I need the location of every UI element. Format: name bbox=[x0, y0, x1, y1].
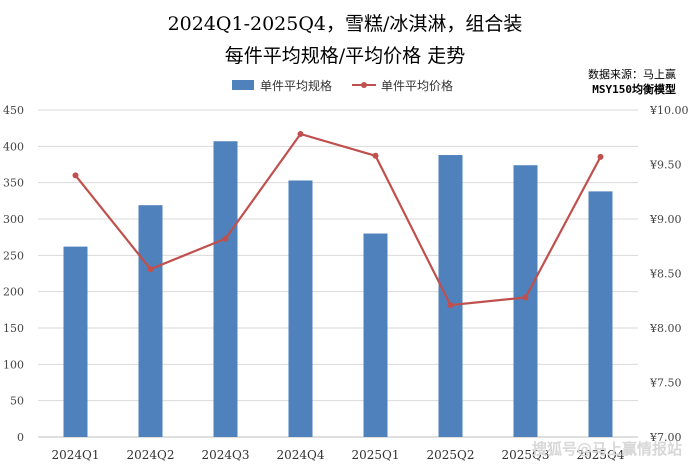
bar bbox=[138, 205, 163, 437]
y-left-tick-label: 0 bbox=[17, 431, 24, 444]
source-note: 数据来源：马上赢 bbox=[588, 68, 676, 81]
price-point bbox=[597, 153, 604, 160]
legend-swatch-bar bbox=[232, 80, 254, 90]
y-left-tick-label: 300 bbox=[3, 213, 24, 226]
y-right-tick-label: ¥9.50 bbox=[649, 159, 682, 172]
price-point bbox=[222, 235, 229, 242]
model-note: MSY150均衡模型 bbox=[592, 83, 676, 96]
x-tick-label: 2025Q3 bbox=[501, 448, 549, 462]
y-right-tick-label: ¥7.50 bbox=[649, 377, 682, 390]
price-point bbox=[72, 172, 79, 179]
x-tick-label: 2024Q2 bbox=[126, 448, 174, 462]
bar bbox=[63, 246, 88, 437]
price-line bbox=[74, 132, 602, 307]
bar bbox=[438, 155, 463, 437]
price-point bbox=[447, 302, 454, 309]
price-point bbox=[297, 130, 304, 137]
legend-label-bar: 单件平均规格 bbox=[260, 78, 332, 93]
y-left-tick-label: 350 bbox=[3, 177, 24, 190]
y-left-tick-label: 50 bbox=[10, 395, 24, 408]
y-left-tick-label: 400 bbox=[3, 140, 24, 153]
legend-label-line: 单件平均价格 bbox=[381, 78, 453, 93]
bar bbox=[288, 180, 313, 437]
chart-title: 2024Q1-2025Q4，雪糕/冰淇淋，组合装 bbox=[167, 13, 523, 35]
price-point bbox=[147, 266, 154, 273]
x-tick-label: 2025Q4 bbox=[576, 448, 624, 462]
chart-subtitle: 每件平均规格/平均价格 走势 bbox=[224, 45, 466, 67]
bar bbox=[513, 165, 538, 437]
y-right-tick-label: ¥7.00 bbox=[649, 431, 682, 444]
y-left-tick-label: 250 bbox=[3, 249, 24, 262]
y-left-tick-label: 150 bbox=[3, 322, 24, 335]
price-point bbox=[372, 152, 379, 159]
y-right-tick-label: ¥9.00 bbox=[649, 213, 682, 226]
watermark: 搜狐号@马上赢情报站 bbox=[531, 440, 682, 458]
legend-swatch-marker bbox=[361, 82, 367, 88]
y-right-tick-label: ¥8.50 bbox=[649, 268, 682, 281]
x-tick-label: 2025Q2 bbox=[426, 448, 474, 462]
price-point bbox=[522, 294, 529, 301]
y-left-tick-label: 100 bbox=[3, 358, 24, 371]
x-tick-label: 2024Q1 bbox=[51, 448, 99, 462]
x-tick-label: 2024Q3 bbox=[201, 448, 249, 462]
y-right-tick-label: ¥8.00 bbox=[649, 322, 682, 335]
bar bbox=[213, 141, 238, 437]
bar bbox=[363, 233, 388, 437]
x-tick-label: 2024Q4 bbox=[276, 448, 324, 462]
x-tick-label: 2025Q1 bbox=[351, 448, 399, 462]
bar bbox=[588, 191, 613, 437]
y-left-tick-label: 450 bbox=[3, 104, 24, 117]
y-right-tick-label: ¥10.00 bbox=[649, 104, 689, 117]
y-left-tick-label: 200 bbox=[3, 286, 24, 299]
